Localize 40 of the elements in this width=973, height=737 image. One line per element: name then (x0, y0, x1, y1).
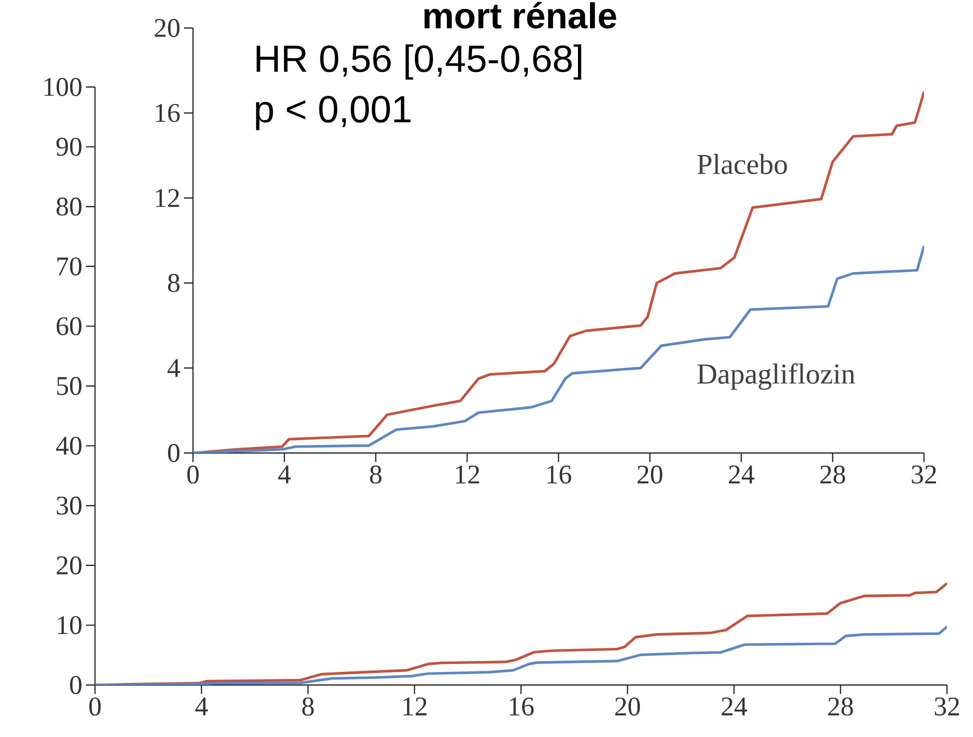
x-tick-label: 32 (912, 466, 936, 484)
x-tick-label: 16 (547, 466, 572, 484)
x-tick-label: 8 (370, 466, 382, 484)
y-tick-label: 20 (56, 556, 82, 574)
annotation: HR 0,56 [0,45-0,68] (256, 44, 582, 80)
x-tick-label: 28 (820, 466, 846, 484)
y-tick-label: 12 (156, 189, 179, 207)
y-tick-label: 100 (44, 78, 82, 96)
x-tick-label: 12 (456, 466, 480, 484)
y-tick-label: 20 (154, 18, 180, 38)
x-tick-label: 20 (638, 466, 662, 484)
y-tick-label: 4 (168, 359, 180, 377)
annotation: p < 0,001 (256, 96, 411, 130)
x-tick-label: 16 (510, 698, 534, 716)
x-tick-label: 4 (195, 698, 208, 716)
x-tick-label: 4 (278, 466, 291, 484)
y-tick-label: 80 (56, 198, 82, 216)
x-tick-label: 8 (302, 698, 314, 716)
x-tick-label: 0 (187, 466, 199, 484)
x-tick-label: 28 (828, 698, 853, 716)
x-tick-label: 0 (89, 698, 101, 716)
y-tick-label: 30 (56, 496, 82, 515)
chart-title: mort rénale (424, 2, 616, 29)
y-tick-label: 0 (168, 444, 180, 462)
y-tick-label: 50 (57, 376, 82, 396)
series-label: Dapagliflozin (697, 363, 855, 390)
y-tick-label: 0 (70, 676, 82, 694)
y-tick-label: 40 (56, 436, 82, 455)
x-tick-label: 32 (934, 698, 959, 716)
y-tick-label: 10 (58, 616, 82, 634)
y-tick-label: 16 (156, 104, 180, 122)
series-label: Placebo (697, 154, 787, 174)
x-tick-label: 20 (615, 698, 640, 716)
y-tick-label: 8 (168, 274, 180, 292)
y-tick-label: 70 (57, 257, 82, 276)
x-tick-label: 24 (722, 698, 748, 716)
x-tick-label: 24 (728, 466, 754, 484)
y-tick-label: 60 (56, 317, 82, 336)
x-tick-label: 12 (403, 698, 426, 716)
y-tick-label: 90 (56, 138, 82, 156)
